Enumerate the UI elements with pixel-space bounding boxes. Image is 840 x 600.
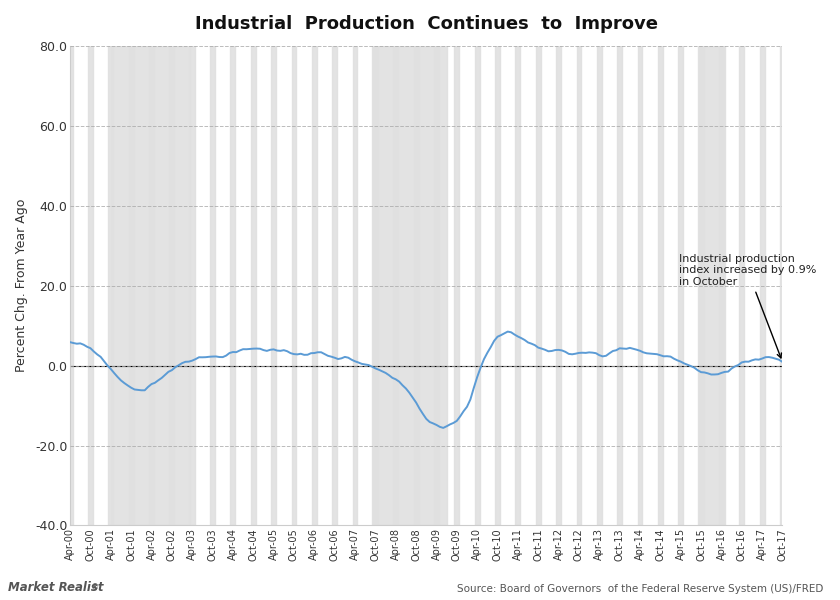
Bar	[739, 46, 744, 526]
Bar	[190, 46, 195, 526]
Y-axis label: Percent Chg. From Year Ago: Percent Chg. From Year Ago	[15, 199, 28, 372]
Title: Industrial  Production  Continues  to  Improve: Industrial Production Continues to Impro…	[195, 15, 658, 33]
Bar	[434, 46, 439, 526]
Bar	[516, 46, 520, 526]
Bar	[576, 46, 581, 526]
Bar	[556, 46, 561, 526]
Bar	[373, 46, 378, 526]
Bar	[454, 46, 459, 526]
Bar	[333, 46, 337, 526]
Bar	[393, 46, 398, 526]
Bar	[699, 46, 704, 526]
Bar	[88, 46, 93, 526]
Text: Market Realist: Market Realist	[8, 581, 104, 594]
Bar	[413, 46, 418, 526]
Bar	[230, 46, 235, 526]
Bar	[475, 46, 480, 526]
Bar	[759, 46, 764, 526]
Bar	[111, 46, 189, 526]
Bar	[129, 46, 134, 526]
Bar	[638, 46, 643, 526]
Bar	[170, 46, 175, 526]
Bar	[658, 46, 663, 526]
Bar	[372, 46, 447, 526]
Bar	[597, 46, 601, 526]
Bar	[149, 46, 154, 526]
Bar	[251, 46, 255, 526]
Bar	[536, 46, 541, 526]
Bar	[210, 46, 215, 526]
Bar	[698, 46, 725, 526]
Bar	[353, 46, 358, 526]
Bar	[271, 46, 276, 526]
Bar	[312, 46, 317, 526]
Bar	[617, 46, 622, 526]
Bar	[678, 46, 683, 526]
Bar	[780, 46, 785, 526]
Text: Industrial production
index increased by 0.9%
in October: Industrial production index increased by…	[679, 254, 816, 358]
Bar	[68, 46, 72, 526]
Bar	[108, 46, 113, 526]
Text: ®: ®	[91, 583, 99, 592]
Bar	[495, 46, 500, 526]
Bar	[291, 46, 297, 526]
Text: Source: Board of Governors  of the Federal Reserve System (US)/FRED: Source: Board of Governors of the Federa…	[457, 584, 823, 594]
Bar	[719, 46, 724, 526]
